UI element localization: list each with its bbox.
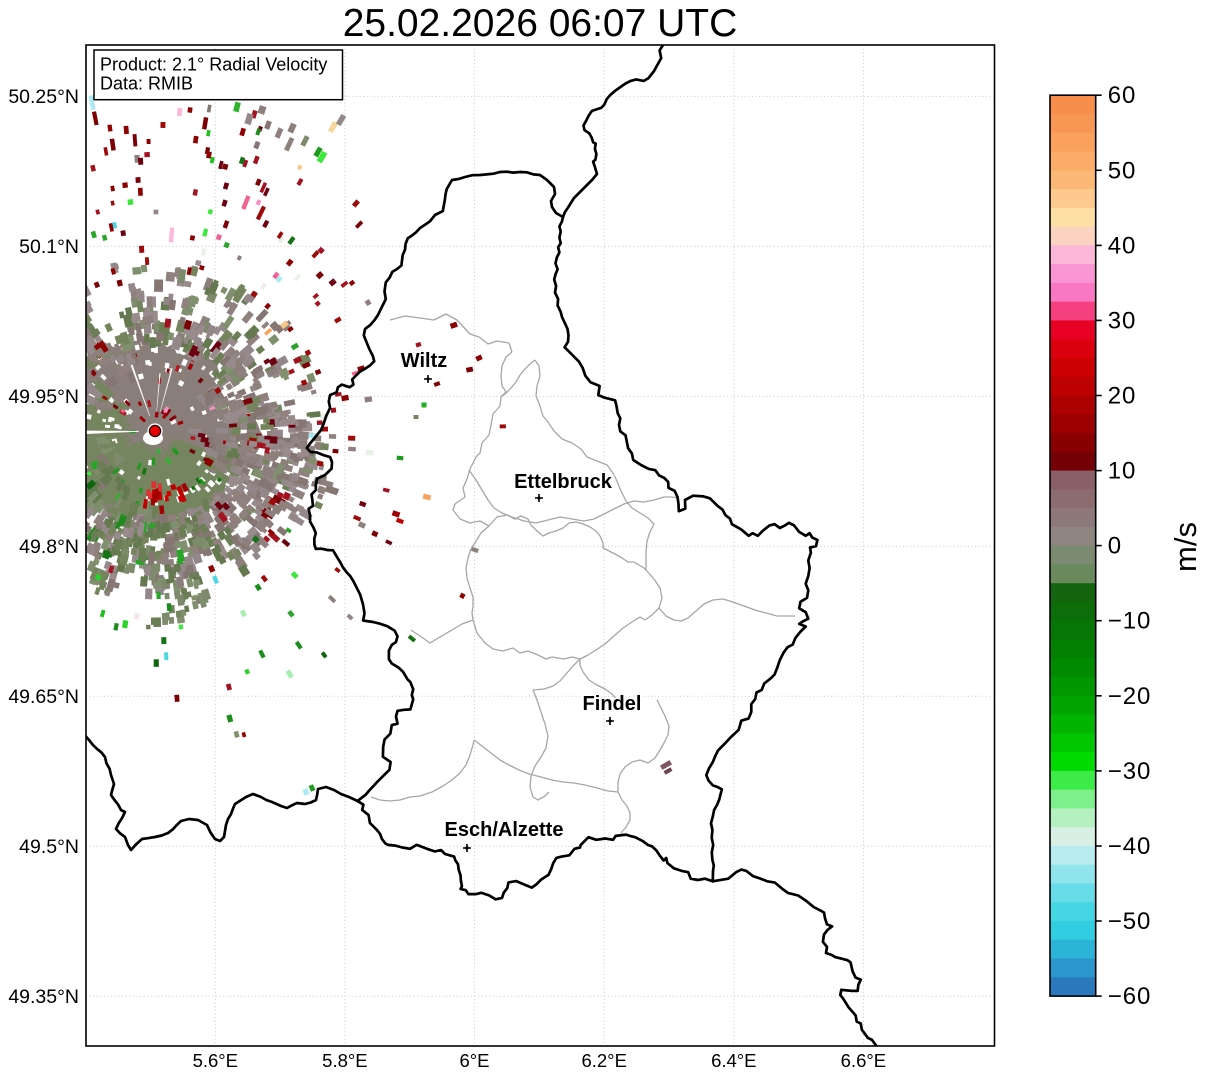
svg-text:49.35°N: 49.35°N <box>8 986 79 1008</box>
svg-text:6.2°E: 6.2°E <box>581 1050 626 1071</box>
svg-text:Findel: Findel <box>583 693 642 715</box>
svg-text:49.65°N: 49.65°N <box>8 686 79 708</box>
svg-text:−30: −30 <box>1108 758 1152 785</box>
svg-text:−50: −50 <box>1108 908 1152 935</box>
svg-text:6.4°E: 6.4°E <box>711 1050 756 1071</box>
svg-text:Wiltz: Wiltz <box>401 350 447 372</box>
svg-text:6°E: 6°E <box>459 1050 489 1071</box>
svg-text:Ettelbruck: Ettelbruck <box>514 471 613 493</box>
svg-text:25.02.2026 06:07 UTC: 25.02.2026 06:07 UTC <box>343 2 738 45</box>
svg-text:10: 10 <box>1108 458 1137 485</box>
svg-text:5.6°E: 5.6°E <box>193 1050 238 1071</box>
svg-text:0: 0 <box>1108 533 1122 560</box>
svg-text:49.95°N: 49.95°N <box>8 386 79 408</box>
svg-text:Data: RMIB: Data: RMIB <box>100 74 193 94</box>
svg-text:Product: 2.1° Radial Velocity: Product: 2.1° Radial Velocity <box>100 55 327 75</box>
svg-text:m/s: m/s <box>1168 522 1203 572</box>
svg-text:−20: −20 <box>1108 683 1152 710</box>
svg-text:Esch/Alzette: Esch/Alzette <box>445 819 564 841</box>
svg-text:30: 30 <box>1108 307 1137 334</box>
svg-text:49.5°N: 49.5°N <box>19 836 79 858</box>
svg-text:−60: −60 <box>1108 983 1152 1010</box>
svg-text:50: 50 <box>1108 157 1137 184</box>
svg-text:50.1°N: 50.1°N <box>19 236 79 258</box>
svg-text:20: 20 <box>1108 383 1137 410</box>
svg-text:60: 60 <box>1108 82 1137 109</box>
svg-text:5.8°E: 5.8°E <box>322 1050 367 1071</box>
svg-text:6.6°E: 6.6°E <box>841 1050 886 1071</box>
svg-text:−10: −10 <box>1108 608 1152 635</box>
svg-text:49.8°N: 49.8°N <box>19 536 79 558</box>
svg-text:40: 40 <box>1108 232 1137 259</box>
svg-text:50.25°N: 50.25°N <box>8 86 79 108</box>
svg-text:−40: −40 <box>1108 833 1152 860</box>
